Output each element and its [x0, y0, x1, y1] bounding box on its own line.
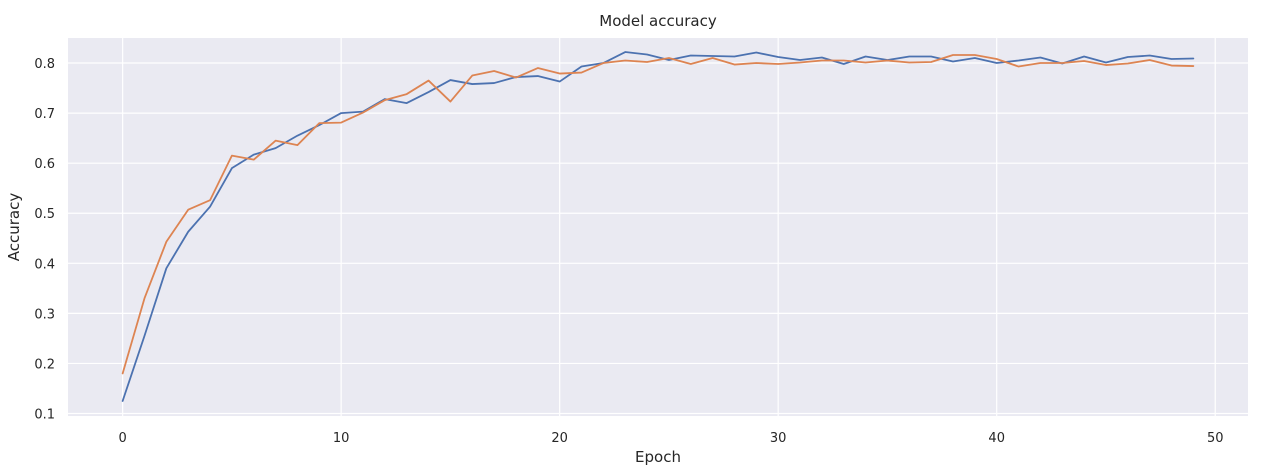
y-tick-label: 0.7 — [34, 107, 55, 122]
y-tick-label: 0.1 — [34, 407, 55, 422]
chart-title: Model accuracy — [599, 12, 717, 30]
x-tick-label: 10 — [333, 431, 350, 446]
x-tick-label: 50 — [1207, 431, 1224, 446]
series-layer — [121, 51, 1195, 402]
x-axis-label: Epoch — [635, 448, 681, 465]
x-tick-label: 30 — [770, 431, 787, 446]
y-tick-label: 0.4 — [34, 257, 55, 272]
x-tick-label: 0 — [118, 431, 126, 446]
series-line-2 — [121, 54, 1195, 375]
x-tick-label: 20 — [551, 431, 568, 446]
x-tick-label: 40 — [988, 431, 1005, 446]
y-axis-label: Accuracy — [5, 193, 23, 262]
x-axis-ticks: 0 10 20 30 40 50 — [118, 431, 1223, 446]
y-tick-label: 0.5 — [34, 207, 55, 222]
y-axis-ticks: 0.1 0.2 0.3 0.4 0.5 0.6 0.7 0.8 — [34, 57, 55, 422]
y-tick-label: 0.3 — [34, 307, 55, 322]
plot-area — [68, 38, 1248, 416]
y-tick-label: 0.8 — [34, 57, 55, 72]
series-line-1 — [121, 51, 1195, 402]
y-tick-label: 0.2 — [34, 357, 55, 372]
y-tick-label: 0.6 — [34, 157, 55, 172]
